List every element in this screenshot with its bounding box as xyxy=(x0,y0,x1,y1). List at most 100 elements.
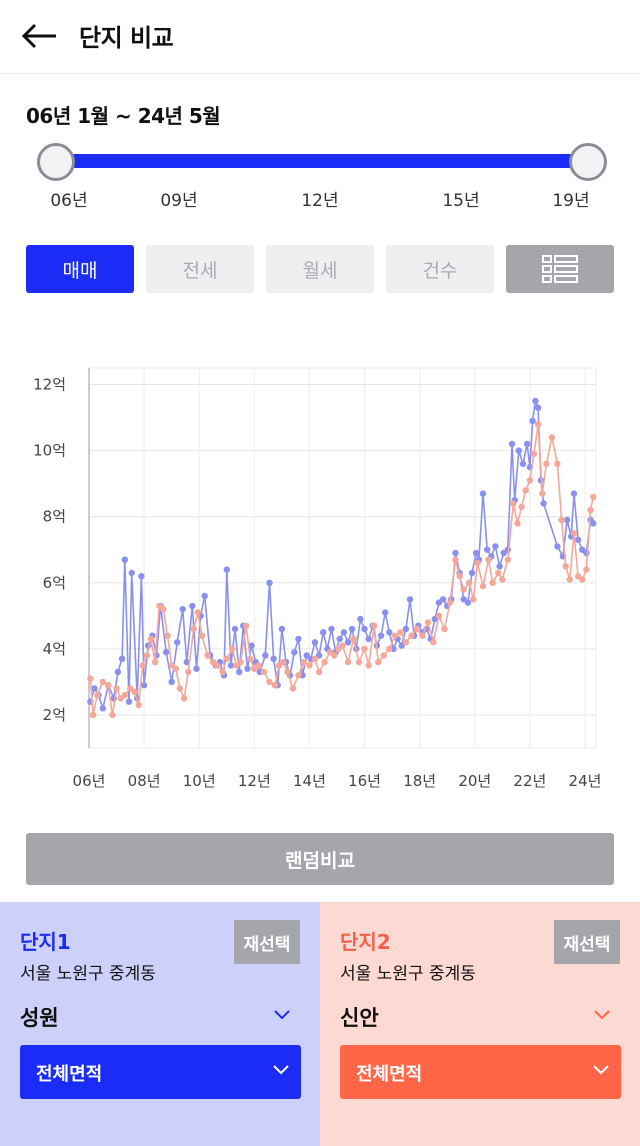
complex1-name-select[interactable]: 성원 xyxy=(20,996,300,1040)
data-point xyxy=(176,685,184,692)
data-point xyxy=(518,503,525,510)
list-icon xyxy=(542,255,578,283)
data-point xyxy=(361,645,368,653)
page-title: 단지 비교 xyxy=(79,24,174,52)
data-point xyxy=(183,658,190,666)
back-button[interactable] xyxy=(18,18,60,54)
data-point xyxy=(168,678,175,686)
random-compare-button[interactable]: 랜덤비교 xyxy=(26,833,614,885)
slider-end-handle[interactable] xyxy=(569,143,607,181)
x-tick-label: 06년 xyxy=(73,772,106,790)
data-point xyxy=(109,711,116,719)
data-point xyxy=(441,625,448,633)
data-point xyxy=(229,645,236,653)
data-point xyxy=(452,549,459,557)
data-point xyxy=(430,639,437,646)
data-point xyxy=(289,685,297,692)
slider-track[interactable] xyxy=(56,154,588,168)
x-tick-label: 16년 xyxy=(348,772,381,790)
data-point xyxy=(446,599,454,606)
data-point xyxy=(174,639,181,646)
data-point xyxy=(523,440,531,448)
data-point xyxy=(380,652,387,659)
data-point xyxy=(554,460,561,467)
complex2-name-select[interactable]: 신안 xyxy=(340,996,620,1040)
series-line xyxy=(89,400,594,710)
y-tick-label: 6억 xyxy=(43,574,66,592)
data-point xyxy=(242,622,250,629)
complex1-name: 성원 xyxy=(20,1006,59,1030)
data-point xyxy=(244,665,251,672)
arrow-left-icon xyxy=(21,23,56,49)
data-point xyxy=(151,658,159,666)
complex1-reselect-button[interactable]: 재선택 xyxy=(234,920,300,964)
plot-area xyxy=(88,367,597,749)
data-point xyxy=(554,543,561,550)
data-point xyxy=(138,573,145,580)
complex2-reselect-button[interactable]: 재선택 xyxy=(554,920,620,964)
data-point xyxy=(413,625,421,633)
data-point xyxy=(336,635,343,643)
data-point xyxy=(344,658,352,666)
data-point xyxy=(99,705,107,712)
data-point xyxy=(479,490,487,497)
data-point xyxy=(185,668,192,676)
data-point xyxy=(190,625,197,633)
data-point xyxy=(237,658,244,666)
data-point xyxy=(558,516,565,524)
data-point xyxy=(470,596,477,603)
data-point xyxy=(539,490,546,497)
chevron-down-icon xyxy=(593,1065,609,1075)
list-view-button[interactable] xyxy=(506,245,614,293)
data-point xyxy=(121,556,128,563)
data-point xyxy=(408,632,415,639)
data-point xyxy=(435,612,443,619)
x-tick-label: 14년 xyxy=(293,772,326,790)
data-point xyxy=(472,549,480,557)
data-point xyxy=(534,404,542,411)
tab-jeonse[interactable]: 전세 xyxy=(146,245,254,293)
data-point xyxy=(193,665,200,672)
data-point xyxy=(306,662,313,669)
price-chart: 2억 4억 6억 8억 10억 12억 06년 08년 10년 12년 14년 16년 18년 20년 22… xyxy=(33,367,601,790)
slider-start-handle[interactable] xyxy=(37,143,75,181)
data-point xyxy=(339,642,346,649)
data-point xyxy=(180,695,188,702)
chevron-down-icon xyxy=(274,1010,290,1020)
complex2-title: 단지2 xyxy=(340,930,391,954)
data-point xyxy=(315,668,323,676)
data-point xyxy=(570,530,578,537)
data-point xyxy=(194,609,201,616)
data-point xyxy=(355,658,363,666)
data-point xyxy=(563,516,571,524)
data-point xyxy=(570,490,578,497)
data-point xyxy=(382,609,389,616)
complex2-area-select[interactable]: 전체면적 xyxy=(340,1045,621,1099)
data-point xyxy=(189,602,196,610)
data-point xyxy=(328,625,335,633)
data-point xyxy=(270,655,277,662)
data-point xyxy=(320,629,327,636)
data-point xyxy=(377,632,385,639)
data-point xyxy=(291,649,298,656)
data-point xyxy=(131,688,138,695)
data-point xyxy=(248,642,255,649)
slider-tick-label: 09년 xyxy=(160,191,198,211)
data-point xyxy=(439,596,447,603)
complex1-area-select[interactable]: 전체면적 xyxy=(20,1045,301,1099)
data-point xyxy=(526,477,534,484)
data-point xyxy=(94,691,101,699)
slider-tick-label: 06년 xyxy=(50,191,88,211)
data-point xyxy=(562,563,569,570)
data-point xyxy=(515,447,522,454)
data-point xyxy=(529,417,536,425)
data-point xyxy=(295,635,302,643)
data-point xyxy=(397,629,404,636)
data-point xyxy=(311,655,319,662)
data-point xyxy=(386,645,393,653)
tab-sale[interactable]: 매매 xyxy=(26,245,134,293)
tab-count[interactable]: 건수 xyxy=(386,245,494,293)
data-point xyxy=(424,619,432,626)
tab-monthly-rent[interactable]: 월세 xyxy=(266,245,374,293)
complex1-area-label: 전체면적 xyxy=(36,1064,103,1085)
